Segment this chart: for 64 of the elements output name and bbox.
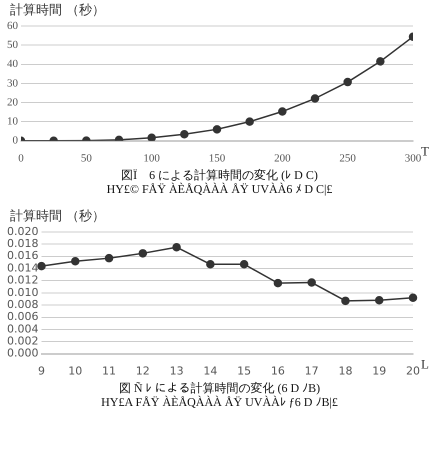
y-axis-title: 計算時間 （秒） [10,208,106,224]
x-tick-label: 9 [38,364,45,378]
x-axis-title: L [421,356,429,372]
point [138,249,148,258]
point [341,296,350,306]
x-tick-label: 150 [208,152,226,164]
y-tick-label: 0.006 [6,310,38,324]
point [212,125,222,134]
x-tick-label: 50 [80,152,92,164]
point [37,262,46,270]
y-tick-label: 0.018 [6,237,38,250]
point [71,256,80,266]
x-axis-title: T [421,144,429,159]
y-tick-label: 0.020 [6,224,38,238]
y-tick-label: 10 [7,116,18,128]
point [240,260,248,269]
y-axis-title: 計算時間 （秒） [10,2,106,18]
y-tick-label: 0.010 [6,286,38,299]
x-tick-label: 19 [372,364,386,378]
point [307,278,316,287]
x-tick-label: 18 [338,364,352,378]
x-tick-label: 14 [203,364,218,378]
y-tick-label: 0.004 [6,322,38,336]
y-tick-label: 0.014 [6,261,38,274]
x-tick-label: 300 [404,152,422,164]
y-tick-label: 0.000 [6,346,38,360]
x-tick-label: 16 [270,364,285,378]
y-tick-label: 20 [7,96,18,108]
x-tick-label: 15 [237,364,252,378]
y-tick-label: 0.012 [6,274,38,287]
y-tick-label: 0.016 [6,249,38,262]
x-tick-label: 12 [136,364,150,378]
point [147,133,156,141]
text: 図 Ñ ﾚ による計算時間の変化 (6 D ﾉB) [118,381,322,395]
x-tick-label: 10 [68,364,82,378]
point [180,130,189,139]
point [408,294,418,302]
point [104,254,114,262]
text: HY£A FÅŸ ÀÈÅQÀÀÀ ÅŸ UVÀÀﾚ ƒ6 D ﾉB|£ [100,395,339,409]
y-tick-label: 60 [7,20,18,32]
point [343,78,352,86]
x-tick-label: 20 [406,364,420,378]
point [374,296,384,304]
point [245,117,254,126]
y-tick-label: 0.008 [6,298,38,311]
x-tick-label: 250 [339,152,356,164]
text: HY£© FÅŸ ÀÈÅQÀÀÀ ÅŸ UVÀÀ6 ﾒ D C|£ [106,182,334,196]
x-tick-label: 13 [170,364,184,378]
point [376,57,385,66]
text: 図Ï 6 による計算時間の変化 (ﾚ D C) [120,168,319,182]
point [172,242,181,252]
y-tick-label: 30 [7,77,18,90]
point [274,278,282,288]
x-tick-label: 200 [274,152,292,164]
x-tick-label: 11 [102,364,116,378]
point [206,260,215,269]
point [310,94,320,103]
x-tick-label: 17 [304,364,319,378]
y-tick-label: 0.002 [6,334,38,348]
y-tick-label: 50 [7,39,18,52]
point [278,107,287,116]
y-tick-label: 0 [12,134,18,147]
x-tick-label: 100 [143,152,160,164]
y-tick-label: 40 [7,58,18,70]
